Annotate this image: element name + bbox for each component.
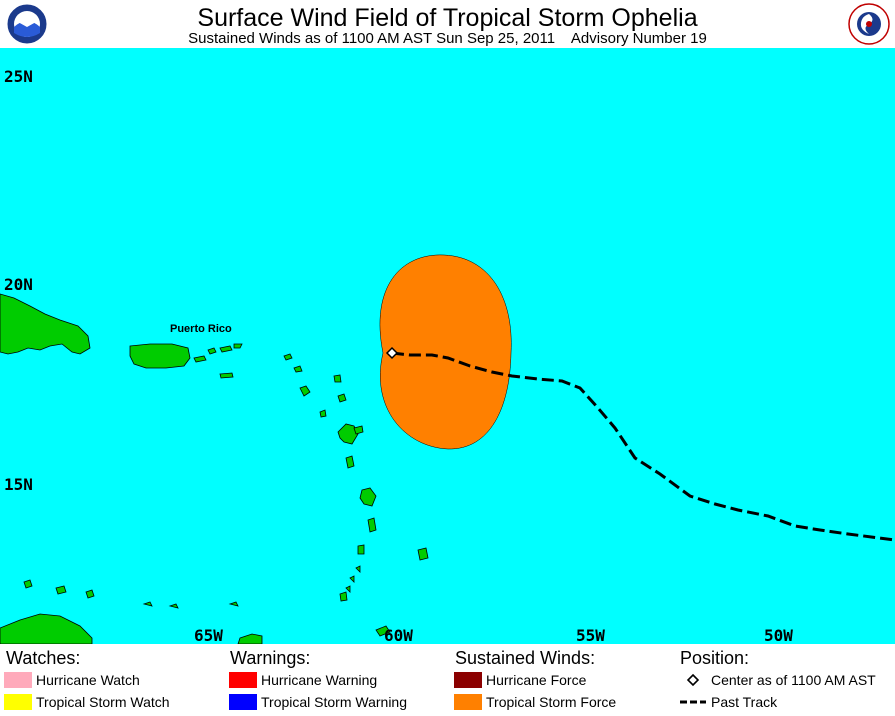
- lat-label: 25N: [4, 67, 33, 86]
- guadeloupe: [337, 423, 359, 445]
- hurricane-force-swatch: [454, 672, 482, 688]
- noaa-logo: [6, 3, 48, 45]
- map-canvas: 25N 20N 15N 65W 60W 55W 50W Puerto Rico: [0, 48, 895, 644]
- los-roques: [142, 601, 239, 609]
- nws-logo: [848, 3, 890, 45]
- diamond-icon: [686, 673, 700, 687]
- legend-label: Hurricane Force: [486, 672, 587, 688]
- map-area: 25N 20N 15N 65W 60W 55W 50W Puerto Rico: [0, 48, 895, 644]
- marie-galante: [353, 425, 364, 435]
- venezuela-coast: [0, 613, 93, 644]
- grenadines: [345, 565, 361, 593]
- legend: Watches: Hurricane Watch Tropical Storm …: [0, 644, 895, 716]
- hispaniola: [0, 293, 91, 355]
- tropical-storm-warning-swatch: [229, 694, 257, 710]
- hurricane-watch-swatch: [4, 672, 32, 688]
- martinique: [359, 487, 377, 507]
- landmasses: [0, 293, 429, 644]
- lat-label: 15N: [4, 475, 33, 494]
- st-lucia: [367, 517, 377, 533]
- legend-label: Tropical Storm Watch: [36, 694, 170, 710]
- header: Surface Wind Field of Tropical Storm Oph…: [0, 0, 895, 48]
- dashed-line-icon: [680, 700, 706, 704]
- page-title: Surface Wind Field of Tropical Storm Oph…: [197, 4, 698, 32]
- st-kitts: [299, 385, 311, 397]
- legend-label: Hurricane Watch: [36, 672, 140, 688]
- barbados: [417, 547, 429, 561]
- lat-label: 20N: [4, 275, 33, 294]
- tropical-storm-wind-field: [379, 254, 512, 450]
- abc-islands: [23, 579, 95, 599]
- tropical-storm-force-swatch: [454, 694, 482, 710]
- st-croix: [219, 372, 234, 379]
- place-label-puerto-rico: Puerto Rico: [170, 323, 232, 335]
- virgin-islands: [207, 343, 243, 355]
- st-martin: [293, 365, 303, 373]
- legend-heading-position: Position:: [680, 648, 750, 668]
- legend-label: Tropical Storm Warning: [261, 694, 408, 710]
- anguilla: [283, 353, 293, 361]
- tropical-storm-watch-swatch: [4, 694, 32, 710]
- page-subtitle: Sustained Winds as of 1100 AM AST Sun Se…: [188, 30, 707, 47]
- trinidad: [237, 633, 263, 644]
- grenada: [339, 591, 348, 602]
- hurricane-warning-swatch: [229, 672, 257, 688]
- past-track-line: [391, 351, 895, 542]
- legend-label: Hurricane Warning: [261, 672, 378, 688]
- legend-heading-sustained-winds: Sustained Winds:: [455, 648, 596, 668]
- legend-heading-watches: Watches:: [6, 648, 81, 668]
- legend-label: Center as of 1100 AM AST: [711, 672, 876, 688]
- lon-label: 50W: [764, 626, 793, 644]
- puerto-rico: [129, 343, 191, 369]
- storm-center-diamond: [385, 346, 399, 360]
- lon-label: 60W: [384, 626, 413, 644]
- legend-label: Past Track: [711, 694, 778, 710]
- tobago: [375, 625, 391, 637]
- antigua-barbuda: [333, 374, 347, 403]
- dominica: [345, 455, 355, 469]
- legend-heading-warnings: Warnings:: [230, 648, 311, 668]
- st-vincent: [357, 544, 365, 555]
- lon-label: 65W: [194, 626, 223, 644]
- lon-label: 55W: [576, 626, 605, 644]
- legend-label: Tropical Storm Force: [486, 694, 617, 710]
- montserrat: [319, 409, 327, 418]
- vieques: [193, 355, 207, 363]
